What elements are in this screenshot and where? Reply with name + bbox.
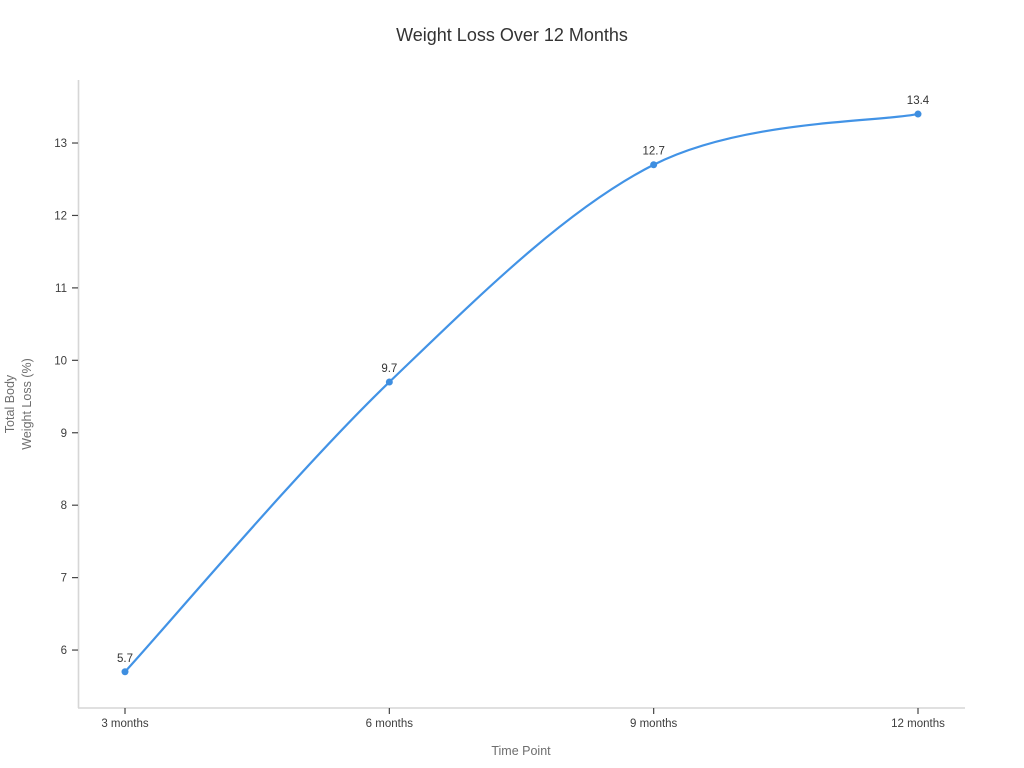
chart-title: Weight Loss Over 12 Months: [396, 25, 628, 45]
point-value-label: 13.4: [907, 95, 930, 107]
x-tick-label: 6 months: [366, 718, 414, 730]
x-tick-label: 12 months: [891, 718, 945, 730]
y-tick-label: 6: [61, 645, 67, 657]
point-annotations: 5.7 9.7 12.7 13.4: [117, 95, 930, 665]
x-axis-title: Time Point: [491, 744, 551, 758]
y-tick-label: 13: [54, 138, 67, 150]
point-value-label: 9.7: [381, 363, 397, 375]
x-tick-label: 3 months: [101, 718, 149, 730]
line-series: [121, 110, 922, 676]
x-tick-label: 9 months: [630, 718, 678, 730]
y-axis-title-line2: Weight Loss (%): [20, 358, 34, 449]
y-tick-label: 8: [61, 500, 67, 512]
y-axis-ticks: 6 7 8 9 10 11 12 13: [54, 138, 78, 657]
series-line-path: [123, 112, 920, 673]
y-tick-label: 7: [61, 573, 67, 585]
point-value-label: 5.7: [117, 653, 133, 665]
y-tick-label: 9: [61, 428, 67, 440]
y-tick-label: 10: [54, 355, 67, 367]
data-point-marker: [385, 378, 393, 386]
x-axis-ticks: 3 months 6 months 9 months 12 months: [101, 708, 945, 730]
data-point-marker: [121, 668, 129, 676]
y-tick-label: 12: [54, 210, 67, 222]
y-axis-title-line1: Total Body: [3, 374, 17, 433]
point-value-label: 12.7: [642, 146, 664, 158]
data-point-marker: [650, 161, 658, 169]
data-point-marker: [914, 110, 922, 118]
y-tick-label: 11: [55, 283, 67, 295]
